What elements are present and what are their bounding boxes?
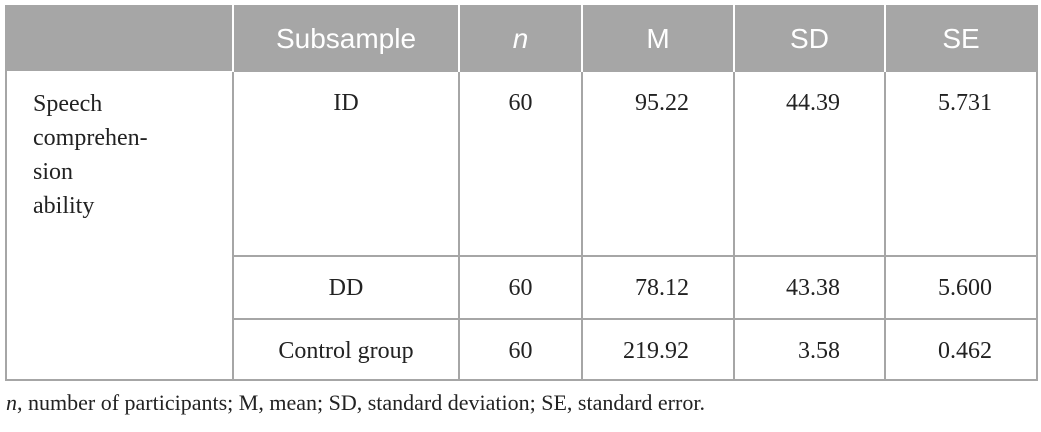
cell: 5.731 (884, 70, 1037, 256)
body-row: DD 60 78.12 43.38 5.600 (6, 255, 1037, 319)
cell: 60 (458, 255, 582, 319)
body-row: Control group 60 219.92 3.58 0.462 (6, 318, 1037, 380)
body-row: Speech comprehen- sion ability ID 60 95.… (5, 70, 1037, 380)
header-row: Subsample n M SD SE (6, 6, 1037, 71)
label-line: ability (33, 193, 95, 219)
cell: 78.12 (581, 255, 734, 319)
cell: 219.92 (581, 318, 734, 380)
data-table: Subsample n M SD SE Speech comprehen- si… (5, 5, 1038, 381)
footnote-symbol: n (6, 390, 17, 415)
cell: 5.600 (884, 255, 1037, 319)
footnote-text: , number of participants; M, mean; SD, s… (17, 390, 705, 415)
header-cell: SE (884, 6, 1037, 71)
cell: 3.58 (733, 318, 885, 380)
cell: Control group (232, 318, 459, 380)
cell: 43.38 (733, 255, 885, 319)
label-line: sion (33, 159, 74, 185)
row-label: Speech comprehen- sion ability (5, 71, 233, 380)
cell: 60 (458, 70, 582, 256)
cell: ID (232, 70, 459, 256)
cell: 95.22 (581, 70, 734, 256)
cell: 44.39 (733, 70, 885, 256)
header-cell (6, 6, 233, 71)
label-line: Speech (33, 91, 103, 117)
cell: 60 (458, 318, 582, 380)
header-cell: n (458, 6, 582, 71)
footnote: n, number of participants; M, mean; SD, … (6, 390, 705, 416)
header-cell: SD (733, 6, 885, 71)
header-cell: Subsample (232, 6, 459, 71)
cell: 0.462 (884, 318, 1037, 380)
cell: DD (232, 255, 459, 319)
header-cell: M (581, 6, 734, 71)
label-line: comprehen- (33, 125, 148, 151)
